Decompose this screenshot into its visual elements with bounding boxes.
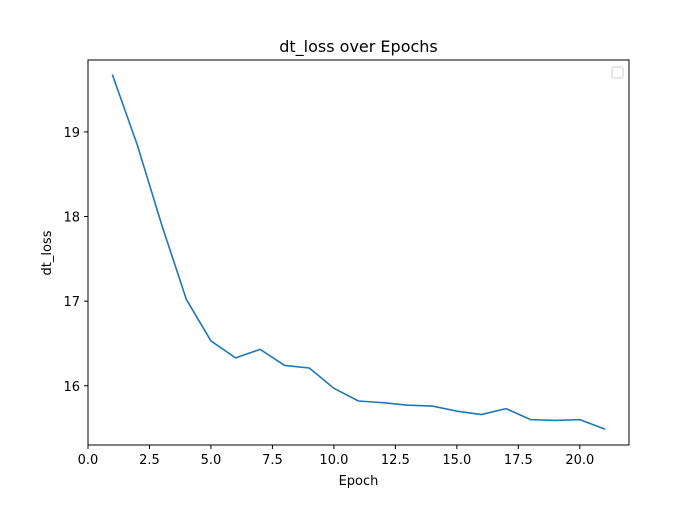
y-tick-label: 16 bbox=[63, 380, 80, 395]
x-tick-label: 10.0 bbox=[319, 453, 348, 468]
legend-box bbox=[611, 66, 624, 79]
series-line-0 bbox=[111, 74, 606, 430]
y-tick-label: 17 bbox=[63, 295, 80, 310]
x-tick-label: 15.0 bbox=[442, 453, 471, 468]
x-axis-label: Epoch bbox=[339, 474, 379, 489]
y-axis-label: dt_loss bbox=[40, 230, 55, 275]
plot-area: 0.0 2.5 5.0 7.5 10.0 12.5 15.0 17.5 20.0 16 17 18 19 bbox=[63, 59, 630, 468]
y-tick-label: 18 bbox=[63, 211, 80, 226]
axes-frame bbox=[87, 59, 630, 446]
y-tick-label: 19 bbox=[63, 126, 80, 141]
x-tick-label: 12.5 bbox=[381, 453, 410, 468]
x-tick-label: 20.0 bbox=[565, 453, 594, 468]
x-tick-label: 7.5 bbox=[262, 453, 283, 468]
x-tick-label: 0.0 bbox=[78, 453, 99, 468]
x-tick-label: 17.5 bbox=[504, 453, 533, 468]
x-tick-label: 2.5 bbox=[139, 453, 160, 468]
chart-title: dt_loss over Epochs bbox=[279, 37, 438, 57]
x-tick-label: 5.0 bbox=[201, 453, 222, 468]
